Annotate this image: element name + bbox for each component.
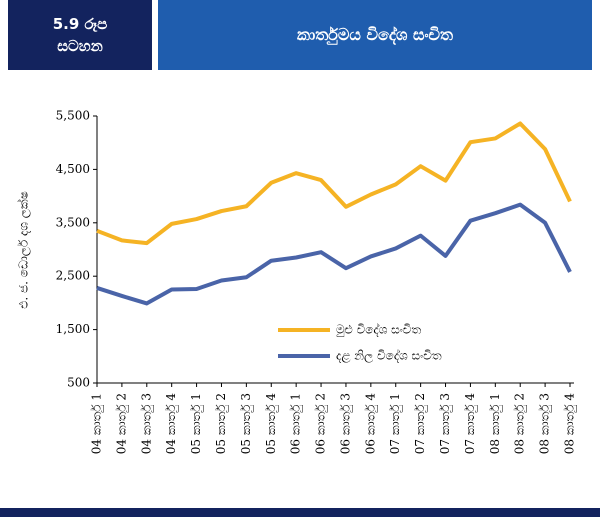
x-tick-label: 04 කාර්තු 2 (114, 393, 128, 454)
x-tick-label: 07 කාර්තු 3 (438, 393, 452, 454)
series-line (96, 121, 572, 246)
y-tick-label: 3,500 (56, 215, 90, 229)
x-tick-label: 04 කාර්තු 1 (90, 393, 104, 454)
x-tick-label: 04 කාර්තු 3 (139, 393, 153, 454)
chart-title: කාර්තුමය විදේශ සංචිත (296, 25, 454, 44)
series-line (96, 202, 572, 306)
x-tick-label: 06 කාර්තු 4 (363, 393, 377, 455)
legend-label: මුළු විදේශ සංචිත (336, 322, 422, 337)
x-tick-label: 06 කාර්තු 1 (289, 393, 303, 454)
y-tick-label: 500 (67, 376, 90, 390)
x-tick-label: 05 කාර්තු 1 (189, 393, 203, 454)
badge-number: 5.9 රූප (52, 15, 108, 33)
x-tick-label: 08 කාර්තු 2 (513, 393, 527, 454)
y-tick-label: 4,500 (56, 162, 90, 176)
x-tick-label: 05 කාර්තු 2 (214, 393, 228, 454)
x-tick-label: 06 කාර්තු 2 (314, 393, 328, 454)
x-tick-label: 06 කාර්තු 3 (338, 393, 352, 454)
y-tick-label: 5,500 (56, 109, 90, 123)
x-tick-label: 08 කාර්තු 1 (488, 393, 502, 454)
x-tick-label: 08 කාර්තු 4 (563, 393, 577, 455)
x-tick-label: 07 කාර්තු 1 (388, 393, 402, 454)
x-tick-label: 07 කාර්තු 4 (463, 393, 477, 455)
x-tick-label: 05 කාර්තු 3 (239, 393, 253, 454)
footer-bar (0, 508, 600, 517)
legend-label: දළ නිල විදේශ සංචිත (336, 348, 442, 363)
x-tick-label: 08 කාර්තු 3 (538, 393, 552, 454)
y-tick-label: 1,500 (56, 322, 90, 336)
y-axis-label: එ. ජ. ඩොලර් දශ ලක්ෂ (16, 191, 31, 308)
figure-badge: 5.9 රූප සටහන (8, 0, 152, 70)
x-tick-label: 05 කාර්තු 4 (264, 393, 278, 455)
x-tick-label: 07 කාර්තු 2 (413, 393, 427, 454)
y-tick-label: 2,500 (56, 269, 90, 283)
x-tick-label: 04 කාර්තු 4 (164, 393, 178, 455)
title-banner: කාර්තුමය විදේශ සංචිත (158, 0, 592, 70)
badge-word: සටහන (57, 37, 103, 55)
